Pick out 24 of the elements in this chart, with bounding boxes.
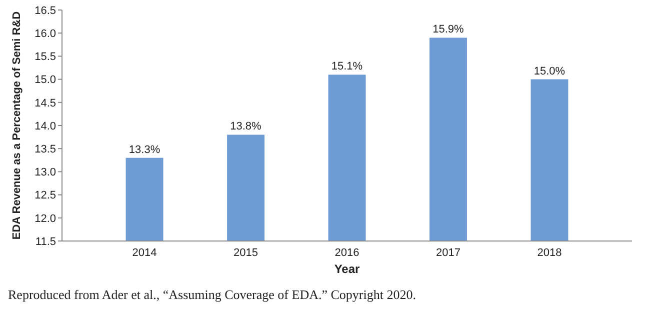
y-tick-label: 15.5: [34, 51, 56, 64]
y-tick-label: 13.0: [34, 166, 56, 179]
y-tick-label: 16.5: [34, 4, 56, 17]
y-tick-label: 16.0: [34, 28, 56, 40]
data-label: 15.1%: [331, 60, 363, 73]
data-label: 15.0%: [534, 65, 566, 78]
y-tick-label: 13.5: [34, 143, 56, 156]
x-tick-label: 2014: [132, 247, 157, 259]
y-axis-title: EDA Revenue as a Percentage of Semi R&D: [11, 11, 23, 240]
y-tick-label: 12.0: [34, 212, 56, 225]
data-label: 13.3%: [128, 144, 160, 156]
data-label: 15.9%: [432, 24, 464, 36]
x-tick-label: 2015: [234, 247, 258, 259]
y-tick-label: 14.0: [34, 120, 56, 132]
x-tick-label: 2017: [436, 247, 460, 259]
x-tick-label: 2018: [537, 247, 562, 259]
y-tick-label: 12.5: [34, 190, 56, 202]
y-tick-label: 15.0: [34, 74, 56, 86]
x-tick-label: 2016: [334, 247, 360, 259]
text: Reproduced from Ader et al., “Assuming Coverage of EDA.” Copyright 2020.: [8, 287, 416, 302]
x-axis-title: Year: [334, 262, 360, 276]
data-label: 13.8%: [230, 120, 262, 133]
y-tick-label: 14.5: [34, 97, 56, 110]
y-tick-label: 11.5: [35, 236, 56, 248]
